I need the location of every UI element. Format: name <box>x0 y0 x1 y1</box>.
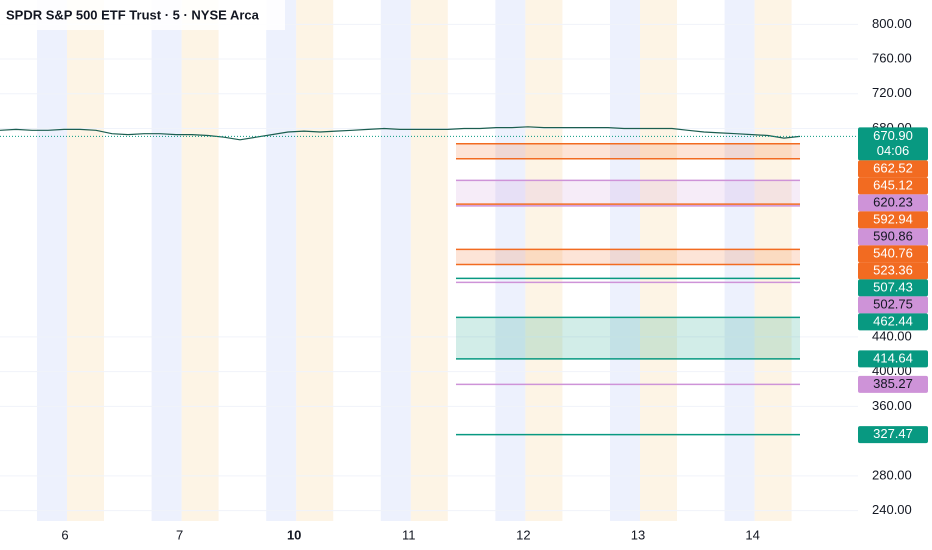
countdown: 04:06 <box>877 143 910 158</box>
level-label: 327.47 <box>873 426 913 441</box>
premarket-band <box>266 0 297 521</box>
level-zone <box>456 143 800 159</box>
level-label: 385.27 <box>873 376 913 391</box>
level-label-box <box>858 160 928 178</box>
afterhours-band <box>410 0 448 521</box>
premarket-band <box>37 0 67 521</box>
level-label: 523.36 <box>873 262 913 277</box>
y-tick-label: 760.00 <box>872 50 912 65</box>
last-price-label: 670.90 <box>873 128 913 143</box>
level-label-box <box>858 228 928 246</box>
x-tick-label: 14 <box>745 527 759 542</box>
last-price-box <box>858 127 928 161</box>
y-tick-label: 720.00 <box>872 85 912 100</box>
level-label-box <box>858 177 928 195</box>
afterhours-band <box>67 0 104 521</box>
x-tick-label: 6 <box>61 527 68 542</box>
price-line-group <box>0 126 858 141</box>
x-tick-label: 12 <box>516 527 530 542</box>
premarket-band <box>151 0 182 521</box>
y-tick-label: 360.00 <box>872 398 912 413</box>
chart-title: SPDR S&P 500 ETF Trust · 5 · NYSE Arca <box>6 7 260 22</box>
level-label-box <box>858 350 928 368</box>
x-tick-label: 7 <box>176 527 183 542</box>
level-label-box <box>858 211 928 229</box>
level-label: 590.86 <box>873 228 913 243</box>
level-label-box <box>858 262 928 280</box>
afterhours-band <box>296 0 334 521</box>
level-label: 620.23 <box>873 194 913 209</box>
price-line <box>0 126 801 141</box>
level-label-box <box>858 296 928 314</box>
title-backdrop <box>0 0 285 30</box>
level-zone <box>456 317 800 359</box>
y-tick-label: 240.00 <box>872 502 912 517</box>
premarket-band <box>380 0 411 521</box>
x-tick-label: 13 <box>631 527 645 542</box>
level-zone <box>456 180 800 206</box>
y-tick-label: 280.00 <box>872 467 912 482</box>
afterhours-band <box>181 0 219 521</box>
level-label: 462.44 <box>873 313 913 328</box>
level-label-box <box>858 313 928 331</box>
level-zone <box>456 249 800 265</box>
level-label-box <box>858 194 928 212</box>
level-label: 507.43 <box>873 279 913 294</box>
time-axis: 6 7 10 11 12 13 14 <box>61 527 759 542</box>
level-label: 645.12 <box>873 177 913 192</box>
x-tick-label: 10 <box>287 527 301 542</box>
x-tick-label: 11 <box>402 527 416 542</box>
level-label: 414.64 <box>873 350 913 365</box>
level-label-box <box>858 279 928 297</box>
y-tick-label: 440.00 <box>872 328 912 343</box>
level-label: 502.75 <box>873 296 913 311</box>
level-label-box <box>858 375 928 393</box>
level-label-box <box>858 245 928 263</box>
level-label-box <box>858 426 928 444</box>
y-tick-label: 800.00 <box>872 16 912 31</box>
level-label: 662.52 <box>873 160 913 175</box>
level-label: 540.76 <box>873 245 913 260</box>
level-zones <box>456 142 800 436</box>
price-axis: 800.00760.00720.00680.00440.00400.00360.… <box>0 16 912 517</box>
level-label: 592.94 <box>873 211 913 226</box>
